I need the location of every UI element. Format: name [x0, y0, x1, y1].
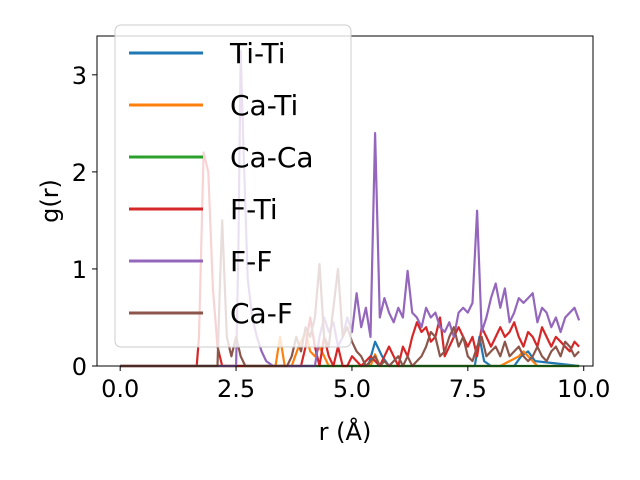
legend: Ti-Ti Ca-Ti Ca-Ca F-Ti F-F Ca-F	[114, 24, 352, 348]
x-tick-label: 7.5	[449, 375, 487, 403]
x-tick-label: 10.0	[557, 375, 610, 403]
legend-label: F-Ti	[230, 193, 278, 226]
legend-label: Ti-Ti	[229, 37, 286, 70]
series-line-ca-f	[120, 219, 580, 368]
x-tick-label: 2.5	[217, 375, 255, 403]
x-tick-label: 0.0	[101, 375, 139, 403]
x-axis-label: r (Å)	[319, 417, 372, 446]
y-tick-label: 0	[72, 353, 87, 381]
series-line-f-f	[120, 49, 581, 368]
legend-label: F-F	[230, 245, 272, 278]
legend-label: Ca-F	[230, 297, 293, 330]
y-tick-label: 1	[72, 256, 87, 284]
y-tick-label: 2	[72, 159, 87, 187]
x-ticks: 0.0 2.5 5.0 7.5 10.0	[101, 366, 610, 403]
y-tick-label: 3	[72, 62, 87, 90]
y-ticks: 0 1 2 3	[72, 62, 97, 381]
legend-label: Ca-Ca	[230, 141, 314, 174]
y-axis-label: g(r)	[36, 179, 64, 223]
x-tick-label: 5.0	[333, 375, 371, 403]
legend-label: Ca-Ti	[230, 89, 298, 122]
